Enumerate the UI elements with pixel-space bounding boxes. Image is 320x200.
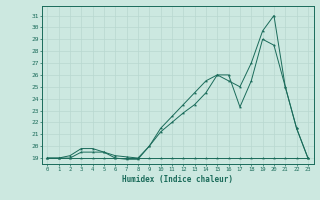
X-axis label: Humidex (Indice chaleur): Humidex (Indice chaleur) <box>122 175 233 184</box>
